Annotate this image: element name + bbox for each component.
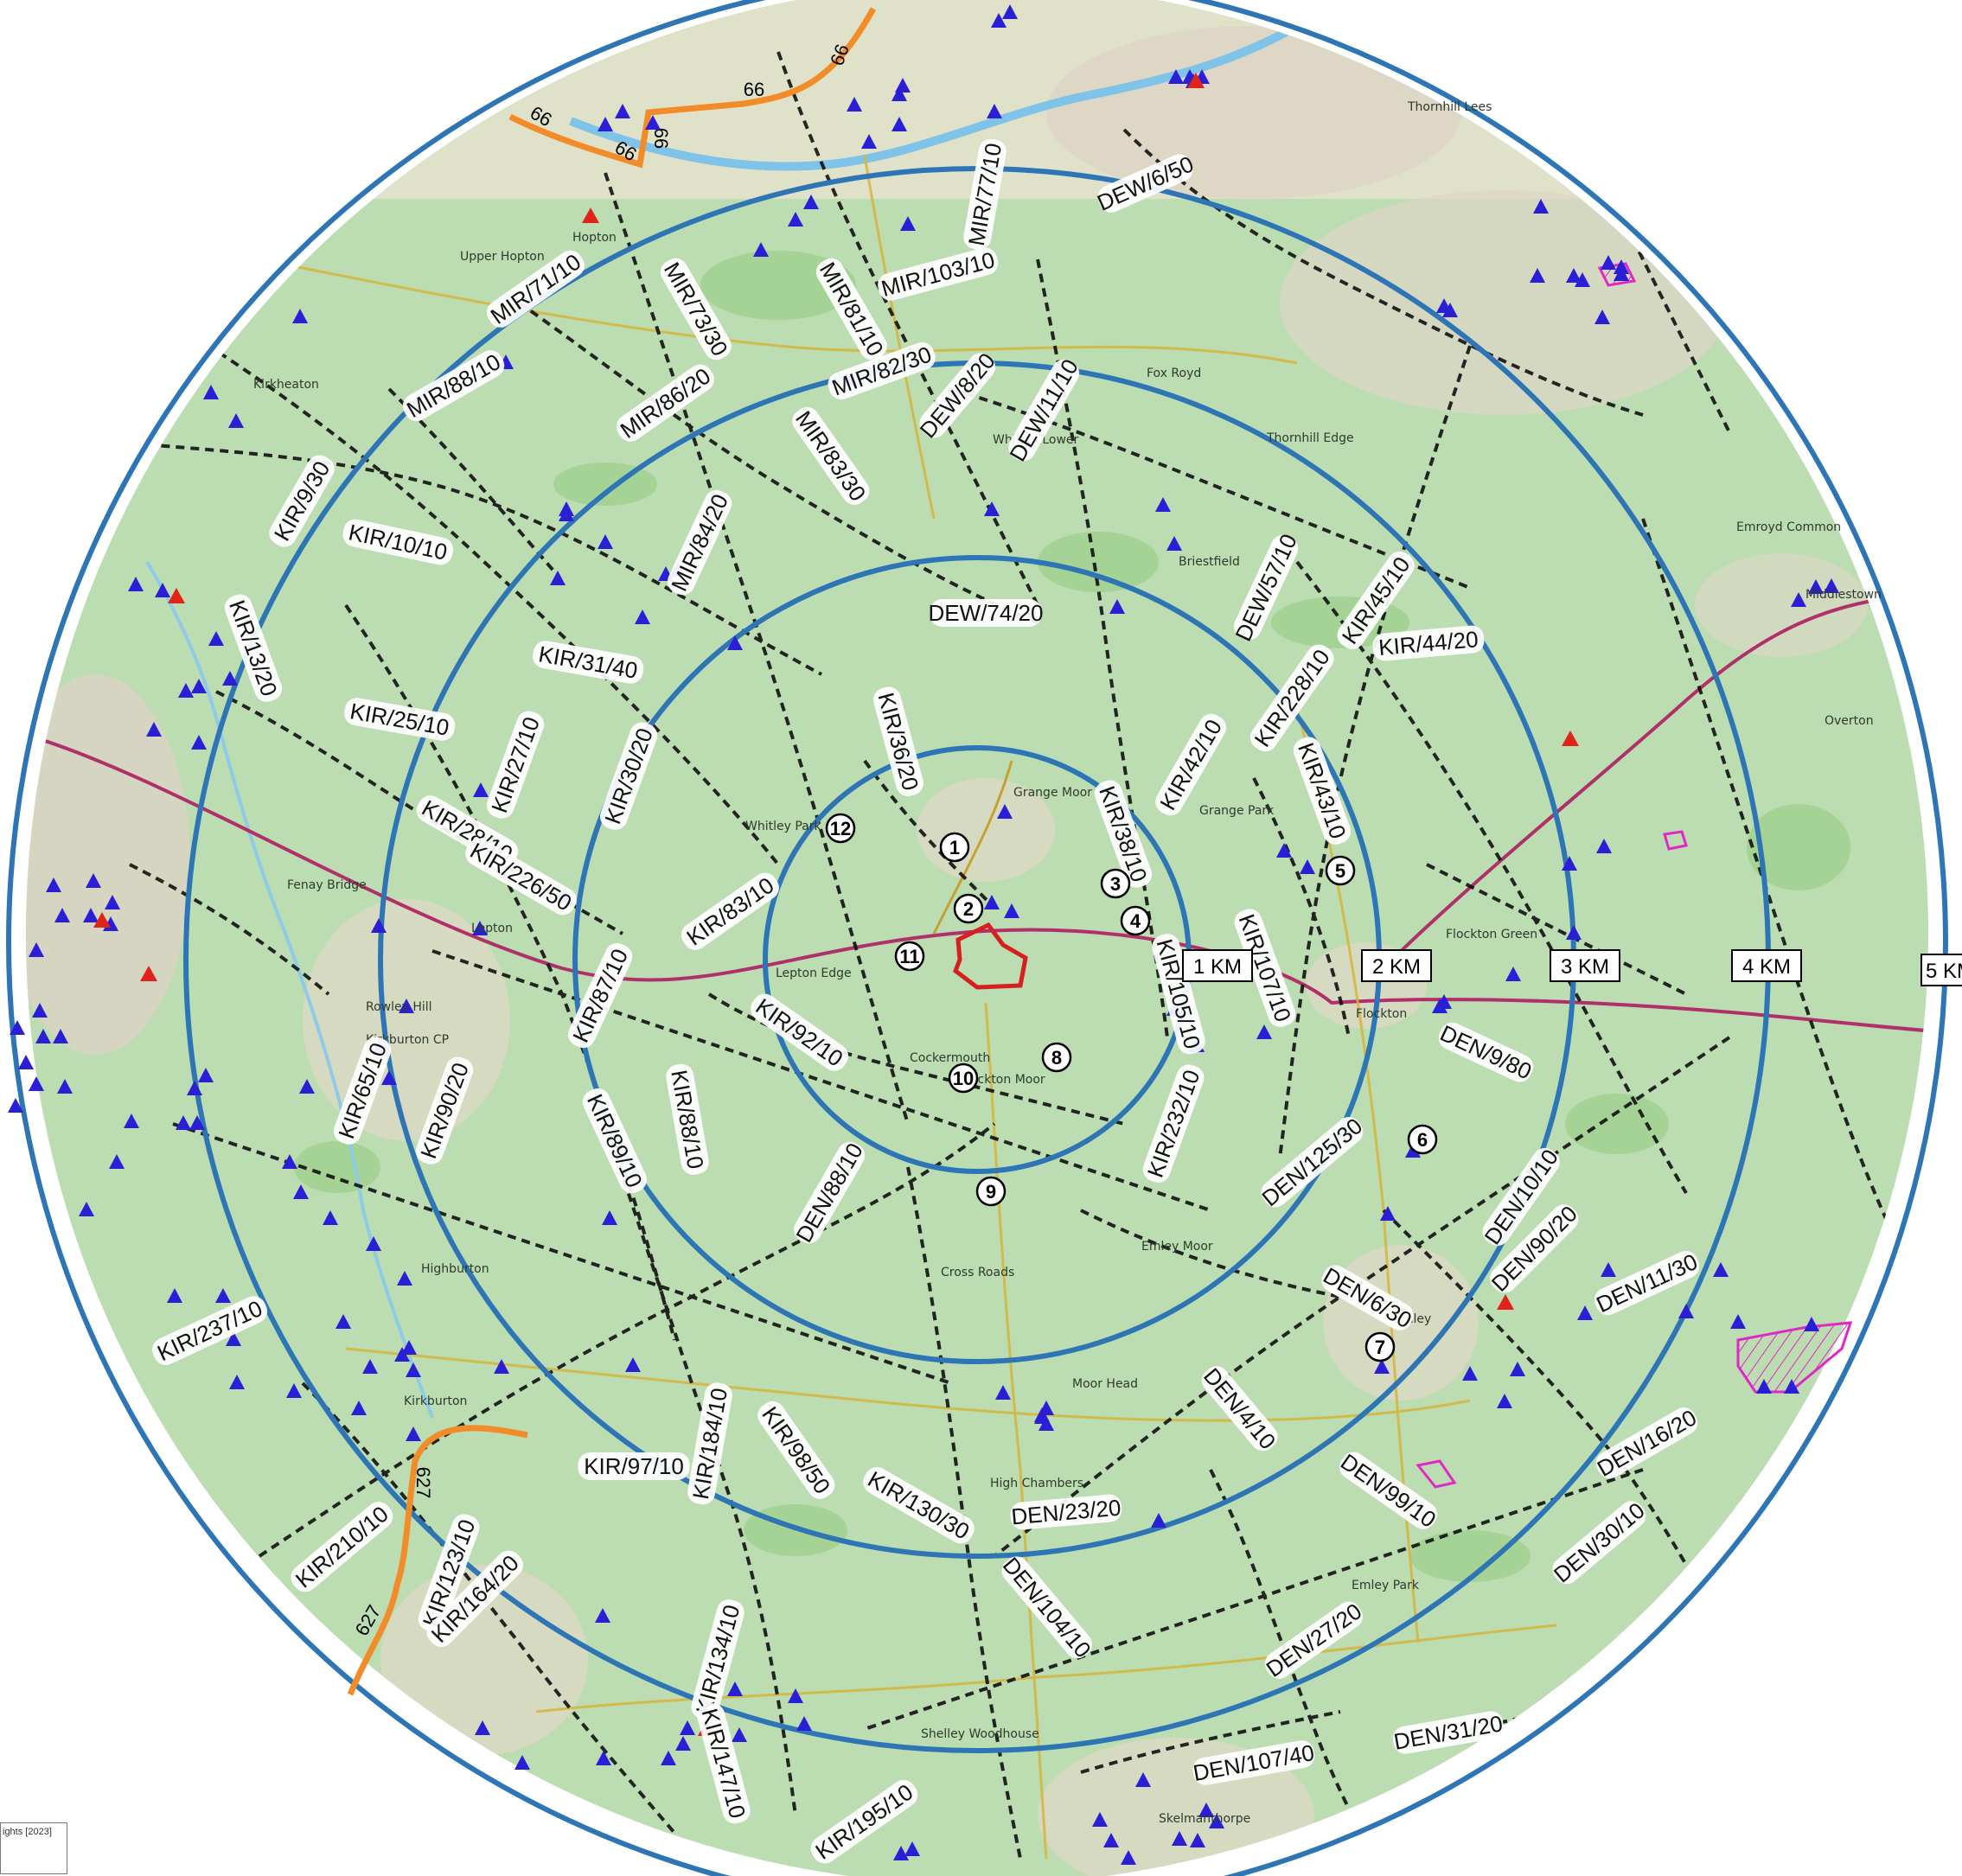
svg-text:10: 10 bbox=[953, 1068, 974, 1089]
ring-label-group: 1 KM 2 KM 3 KM 4 KM 5 KM bbox=[1182, 949, 1962, 986]
svg-text:3: 3 bbox=[1110, 873, 1121, 895]
ring-label-2km: 2 KM bbox=[1361, 949, 1432, 982]
svg-text:1 KM: 1 KM bbox=[1193, 955, 1242, 979]
place-name: Grange Moor bbox=[1013, 786, 1092, 800]
place-name: Rowley Hill bbox=[366, 1000, 432, 1014]
place-name: Flockton bbox=[1356, 1007, 1407, 1021]
place-name: Highburton bbox=[421, 1262, 489, 1276]
viewpoint-marker: 9 bbox=[975, 1176, 1007, 1207]
svg-text:66: 66 bbox=[744, 79, 764, 100]
path-code-label: KIR/97/10 bbox=[578, 1452, 690, 1480]
svg-text:9: 9 bbox=[986, 1181, 996, 1203]
place-name: Thornhill Edge bbox=[1266, 431, 1354, 445]
place-name: Fenay Bridge bbox=[287, 878, 367, 892]
place-name: Kirkburton bbox=[404, 1394, 467, 1408]
place-name: Hopton bbox=[572, 231, 617, 245]
viewpoint-marker: 8 bbox=[1041, 1042, 1072, 1073]
path-code-label: DEW/74/20 bbox=[929, 599, 1044, 627]
route-label: 627 bbox=[412, 1467, 434, 1499]
svg-text:66: 66 bbox=[650, 128, 672, 149]
place-name: Kirkheaton bbox=[253, 378, 319, 392]
ring-label-1km: 1 KM bbox=[1182, 949, 1253, 982]
route-627-line bbox=[347, 1425, 528, 1696]
viewpoint-marker: 6 bbox=[1407, 1124, 1438, 1155]
svg-text:7: 7 bbox=[1375, 1337, 1385, 1358]
viewpoint-marker: 5 bbox=[1325, 855, 1356, 886]
place-name: Emley Moor bbox=[1141, 1240, 1213, 1254]
viewpoint-marker: 4 bbox=[1120, 905, 1151, 936]
place-name: Flockton Moor bbox=[960, 1073, 1045, 1087]
svg-text:627: 627 bbox=[412, 1467, 434, 1499]
route-66-line bbox=[508, 7, 877, 169]
place-name: Briestfield bbox=[1179, 555, 1240, 569]
viewpoint-marker: 11 bbox=[894, 941, 925, 972]
ring-label-5km: 5 KM bbox=[1920, 954, 1962, 986]
place-name: Cross Roads bbox=[941, 1266, 1014, 1279]
svg-text:8: 8 bbox=[1051, 1047, 1062, 1069]
place-name: Skelmanthorpe bbox=[1159, 1812, 1250, 1826]
viewpoint-marker: 7 bbox=[1364, 1331, 1396, 1362]
place-name: Emroyd Common bbox=[1736, 520, 1841, 534]
place-name: Fox Royd bbox=[1147, 367, 1201, 380]
svg-text:12: 12 bbox=[830, 818, 851, 839]
viewpoint-marker: 2 bbox=[953, 893, 984, 924]
svg-text:11: 11 bbox=[899, 946, 919, 967]
route-label: 66 bbox=[650, 128, 672, 149]
route-label: 66 bbox=[744, 79, 764, 100]
cycle-routes bbox=[347, 7, 877, 1696]
svg-text:5: 5 bbox=[1335, 860, 1345, 882]
place-name: Grange Park bbox=[1199, 804, 1275, 818]
viewpoint-marker: 3 bbox=[1100, 868, 1131, 899]
copyright-notice: ights [2023] bbox=[0, 1822, 67, 1874]
svg-text:1: 1 bbox=[949, 837, 960, 858]
ring-5km bbox=[6, 0, 1948, 1876]
svg-text:5 KM: 5 KM bbox=[1926, 960, 1962, 983]
place-name: High Chambers bbox=[990, 1477, 1083, 1490]
place-name: Lepton Edge bbox=[776, 967, 852, 980]
svg-text:DEW/74/20: DEW/74/20 bbox=[929, 600, 1044, 626]
place-name: Whitley Park bbox=[745, 820, 821, 833]
viewpoint-marker: 12 bbox=[825, 813, 856, 844]
place-name: Cockermouth bbox=[910, 1051, 990, 1065]
svg-text:6: 6 bbox=[1417, 1129, 1428, 1151]
place-name: Shelley Woodhouse bbox=[921, 1727, 1039, 1741]
ring-label-4km: 4 KM bbox=[1731, 949, 1802, 982]
svg-text:4: 4 bbox=[1130, 910, 1141, 932]
viewpoint-marker: 1 bbox=[939, 832, 970, 863]
viewpoint-marker: 10 bbox=[948, 1062, 979, 1094]
place-name: Flockton Green bbox=[1446, 928, 1537, 941]
site-boundary bbox=[952, 922, 1028, 990]
svg-text:4 KM: 4 KM bbox=[1742, 955, 1791, 979]
place-name: Upper Hopton bbox=[460, 250, 545, 264]
place-name: Thornhill Lees bbox=[1407, 100, 1492, 114]
svg-text:3 KM: 3 KM bbox=[1561, 955, 1609, 979]
place-name: Emley Park bbox=[1352, 1579, 1420, 1592]
svg-text:2 KM: 2 KM bbox=[1372, 955, 1421, 979]
svg-text:2: 2 bbox=[963, 898, 974, 920]
svg-text:KIR/97/10: KIR/97/10 bbox=[584, 1453, 684, 1479]
place-name: Middlestown bbox=[1805, 588, 1882, 602]
place-name: Moor Head bbox=[1072, 1377, 1138, 1391]
place-name: Overton bbox=[1825, 714, 1874, 728]
ring-label-3km: 3 KM bbox=[1550, 949, 1620, 982]
place-name: Lepton bbox=[471, 922, 513, 935]
